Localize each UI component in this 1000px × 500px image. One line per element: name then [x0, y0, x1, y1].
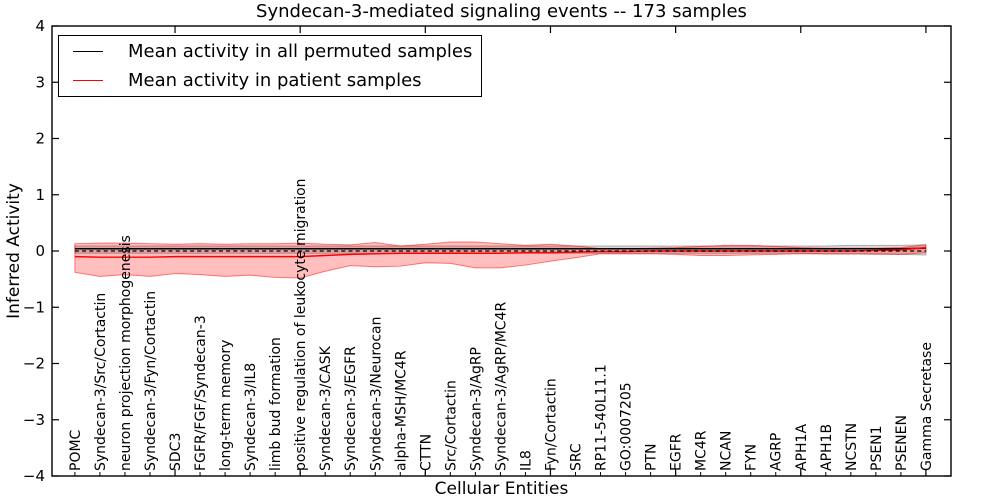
y-tick-label: 4: [35, 17, 45, 35]
x-category-label: alpha-MSH/MC4R: [393, 350, 409, 471]
patient-activity-range: [74, 241, 927, 279]
y-tick-label: 3: [35, 73, 45, 91]
x-category-label: Fyn/Cortactin: [543, 378, 559, 471]
x-category-label: Syndecan-3/AgRP/MC4R: [493, 302, 509, 471]
y-tick-label: 1: [35, 186, 45, 204]
x-category-label: PSENEN: [894, 415, 910, 471]
series-line-mean-activity-in-all-permuted-samples: [74, 247, 926, 250]
x-category-label: limb bud formation: [268, 337, 284, 471]
permuted-line-swatch: [73, 50, 103, 52]
x-category-label: IL8: [518, 450, 534, 471]
y-tick-label: −1: [23, 298, 45, 316]
x-category-label: NCSTN: [844, 423, 860, 471]
x-category-label: SRC: [569, 443, 585, 471]
x-category-label: Src/Cortactin: [443, 380, 459, 471]
y-tick-label: 2: [35, 130, 45, 148]
x-category-label: Syndecan-3/CASK: [318, 345, 334, 471]
x-category-label: Syndecan-3/AgRP: [468, 347, 484, 471]
x-category-label: neuron projection morphogenesis: [118, 235, 134, 471]
x-category-label: FYN: [744, 444, 760, 471]
x-category-label: APH1B: [819, 424, 835, 471]
x-category-label: SDC3: [168, 433, 184, 471]
legend-label-permuted: Mean activity in all permuted samples: [128, 40, 473, 62]
x-category-label: Syndecan-3/IL8: [243, 363, 259, 471]
x-category-label: AGRP: [769, 433, 785, 471]
x-category-label: PTN: [644, 444, 660, 471]
legend-item-patient: Mean activity in patient samples: [59, 67, 481, 95]
y-tick-label: −2: [23, 355, 45, 373]
legend-label-patient: Mean activity in patient samples: [128, 70, 422, 92]
y-tick-label: 0: [35, 242, 45, 260]
x-category-label: PSEN1: [869, 425, 885, 471]
x-category-label: positive regulation of leukocyte migrati…: [293, 178, 309, 471]
x-category-label: FGFR/FGF/Syndecan-3: [193, 315, 209, 471]
patient-line-swatch: [73, 80, 103, 82]
x-category-label: Syndecan-3/Fyn/Cortactin: [143, 291, 159, 471]
x-category-label: RP11-540L11.1: [594, 364, 610, 471]
chart-title: Syndecan-3-mediated signaling events -- …: [256, 1, 747, 22]
x-category-label: CTTN: [418, 434, 434, 471]
x-category-label: GO:0007205: [619, 382, 635, 471]
permuted-activity-range: [74, 244, 927, 256]
x-category-label: Syndecan-3/EGFR: [343, 346, 359, 471]
x-axis-label: Cellular Entities: [434, 479, 569, 499]
x-category-label: APH1A: [794, 424, 810, 471]
y-tick-label: −4: [23, 467, 45, 485]
legend: Mean activity in all permuted samples Me…: [58, 35, 482, 97]
legend-item-permuted: Mean activity in all permuted samples: [59, 37, 481, 65]
x-category-label: long-term memory: [218, 340, 234, 471]
y-tick-label: −3: [23, 411, 45, 429]
x-category-label: Gamma Secretase: [919, 342, 935, 471]
x-category-label: Syndecan-3/Neurocan: [368, 317, 384, 472]
x-category-label: NCAN: [719, 431, 735, 471]
x-category-label: MC4R: [694, 430, 710, 471]
x-category-label: POMC: [68, 429, 84, 471]
x-category-label: EGFR: [669, 433, 685, 471]
x-category-label: Syndecan-3/Src/Cortactin: [93, 293, 109, 471]
